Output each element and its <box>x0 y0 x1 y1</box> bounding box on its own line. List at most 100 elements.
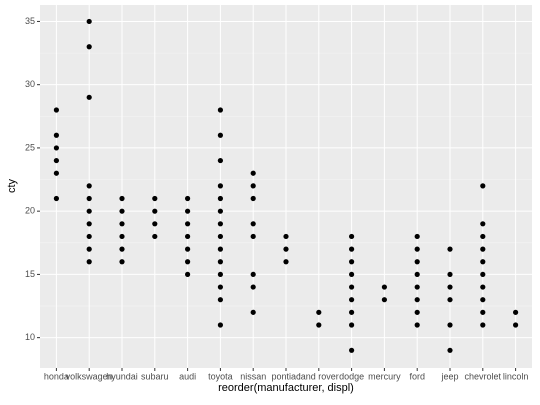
point <box>185 208 191 214</box>
point <box>119 208 125 214</box>
point <box>414 233 420 240</box>
point <box>414 259 420 265</box>
point <box>283 259 289 265</box>
point <box>250 195 256 202</box>
point <box>480 284 486 290</box>
point <box>119 221 125 227</box>
point <box>185 259 191 265</box>
point <box>316 309 322 315</box>
x-tick-label: chevrolet <box>465 371 502 381</box>
point <box>250 284 256 290</box>
point <box>185 233 191 240</box>
point <box>480 221 486 227</box>
point <box>447 284 453 290</box>
point <box>349 284 355 290</box>
point <box>480 259 486 265</box>
point <box>447 297 453 303</box>
point <box>414 322 420 328</box>
point <box>53 170 60 176</box>
point <box>86 44 92 50</box>
point <box>217 246 223 252</box>
point <box>86 195 92 202</box>
point <box>152 233 158 240</box>
x-tick-label: toyota <box>208 371 233 381</box>
point <box>53 195 60 202</box>
point <box>480 322 486 328</box>
point <box>53 157 60 164</box>
point <box>414 271 420 278</box>
point <box>250 309 256 315</box>
point <box>86 183 92 189</box>
point <box>217 208 223 214</box>
point <box>86 18 92 25</box>
point <box>217 107 223 113</box>
point <box>480 233 486 240</box>
x-tick-label: jeep <box>440 371 458 381</box>
point <box>414 297 420 303</box>
point <box>217 195 223 202</box>
point <box>283 246 289 252</box>
point <box>480 309 486 315</box>
point <box>217 297 223 303</box>
point <box>381 284 387 290</box>
point <box>414 246 420 252</box>
point <box>349 297 355 303</box>
point <box>250 183 256 189</box>
point <box>217 284 223 290</box>
y-tick-label: 10 <box>25 332 35 342</box>
x-tick-label: dodge <box>339 371 364 381</box>
point <box>447 322 453 328</box>
y-tick-label: 20 <box>25 206 35 216</box>
point <box>513 309 519 315</box>
point <box>480 183 486 189</box>
point <box>185 195 191 202</box>
point <box>119 246 125 252</box>
x-tick-label: pontiac <box>271 371 301 381</box>
point <box>86 208 92 214</box>
point <box>217 221 223 227</box>
point <box>349 271 355 278</box>
point <box>250 271 256 278</box>
point <box>381 297 387 303</box>
x-tick-label: land rover <box>299 371 339 381</box>
point <box>316 322 322 328</box>
point <box>217 157 223 164</box>
point <box>349 233 355 240</box>
point <box>119 195 125 202</box>
x-axis-title: reorder(manufacturer, displ) <box>218 382 354 394</box>
point <box>217 132 223 138</box>
point <box>86 221 92 227</box>
point <box>217 183 223 189</box>
point <box>185 271 191 278</box>
point <box>119 233 125 240</box>
point <box>152 221 158 227</box>
point <box>349 246 355 252</box>
point <box>86 246 92 252</box>
point <box>513 322 519 328</box>
point <box>349 309 355 315</box>
y-tick-label: 15 <box>25 269 35 279</box>
x-tick-label: ford <box>409 371 425 381</box>
point <box>217 259 223 265</box>
point <box>349 347 355 353</box>
x-tick-label: audi <box>179 371 196 381</box>
x-tick-label: lincoln <box>503 371 529 381</box>
x-tick-label: hyundai <box>106 371 138 381</box>
point <box>447 246 453 252</box>
point <box>185 246 191 252</box>
point <box>53 145 60 151</box>
y-tick-label: 35 <box>25 16 35 26</box>
point <box>86 259 92 265</box>
x-tick-label: honda <box>44 371 69 381</box>
point <box>217 322 223 328</box>
point <box>152 195 158 202</box>
x-tick-label: volkswagen <box>66 371 113 381</box>
point <box>250 170 256 176</box>
point <box>53 132 60 138</box>
point <box>349 322 355 328</box>
x-tick-label: subaru <box>141 371 169 381</box>
point <box>414 309 420 315</box>
point <box>86 233 92 240</box>
point <box>414 284 420 290</box>
